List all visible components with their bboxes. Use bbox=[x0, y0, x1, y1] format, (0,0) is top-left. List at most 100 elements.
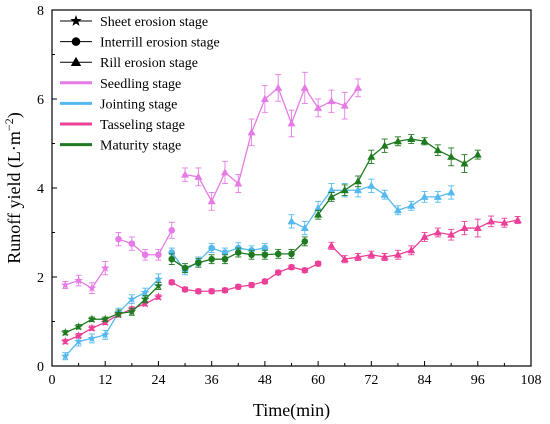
data-point-triangle bbox=[274, 83, 283, 91]
legend-label: Interrill erosion stage bbox=[100, 36, 220, 51]
legend-item: Seedling stage bbox=[60, 77, 181, 92]
data-point-triangle bbox=[407, 246, 416, 254]
data-point-circle bbox=[221, 255, 229, 263]
series-tasseling-stage bbox=[60, 215, 522, 346]
data-point-triangle bbox=[420, 232, 429, 240]
data-point-circle bbox=[274, 269, 282, 276]
data-point-triangle bbox=[487, 217, 496, 225]
data-point-star bbox=[154, 292, 163, 301]
y-tick-label: 2 bbox=[37, 271, 44, 286]
legend-item: Tasseling stage bbox=[60, 118, 185, 133]
data-point-circle bbox=[248, 281, 255, 289]
x-tick-label: 84 bbox=[418, 373, 432, 388]
data-point-triangle bbox=[220, 168, 229, 176]
legend-marker-triangle bbox=[70, 56, 82, 67]
data-point-triangle bbox=[393, 250, 402, 258]
x-tick-label: 48 bbox=[258, 373, 272, 388]
x-tick-label: 72 bbox=[364, 373, 378, 388]
data-point-triangle bbox=[314, 210, 323, 218]
data-point-star bbox=[127, 307, 137, 316]
x-tick-label: 24 bbox=[151, 373, 165, 388]
data-point-triangle bbox=[407, 201, 416, 209]
data-point-triangle bbox=[287, 217, 296, 225]
data-point-circle bbox=[155, 251, 162, 259]
data-point-triangle bbox=[367, 250, 376, 258]
series-line bbox=[171, 263, 319, 292]
data-point-triangle bbox=[354, 83, 363, 91]
x-axis-title: Time(min) bbox=[253, 400, 330, 421]
data-point-triangle bbox=[354, 177, 363, 185]
data-point-circle bbox=[115, 235, 122, 243]
series-line bbox=[317, 138, 479, 216]
data-point-circle bbox=[221, 249, 229, 256]
data-point-star bbox=[87, 333, 97, 343]
data-point-triangle bbox=[314, 203, 323, 211]
data-point-triangle bbox=[260, 94, 269, 102]
data-point-star bbox=[60, 336, 70, 346]
data-point-star bbox=[154, 274, 163, 283]
legend-item: Rill erosion stage bbox=[60, 56, 198, 71]
series-line bbox=[184, 86, 359, 203]
series-jointing-stage bbox=[60, 178, 456, 361]
y-axis-title-close: ) bbox=[4, 112, 25, 118]
data-point-star bbox=[74, 275, 83, 285]
data-point-circle bbox=[128, 240, 136, 247]
data-point-triangle bbox=[473, 223, 482, 231]
data-point-triangle bbox=[327, 186, 336, 194]
data-point-star bbox=[87, 283, 97, 292]
legend-marker-circle bbox=[71, 37, 81, 46]
data-point-triangle bbox=[327, 192, 336, 200]
data-point-star bbox=[114, 308, 123, 318]
legend-label: Maturity stage bbox=[100, 139, 181, 154]
data-point-triangle bbox=[234, 179, 243, 187]
data-point-circle bbox=[288, 263, 295, 271]
data-point-triangle bbox=[433, 145, 442, 154]
data-point-triangle bbox=[340, 255, 349, 263]
x-tick-label: 108 bbox=[521, 373, 542, 388]
data-point-star bbox=[87, 323, 97, 332]
legend-marker-star bbox=[70, 15, 82, 26]
data-point-circle bbox=[208, 255, 215, 263]
data-point-circle bbox=[261, 251, 269, 259]
data-point-triangle bbox=[420, 192, 429, 200]
data-point-triangle bbox=[247, 128, 256, 136]
data-point-star bbox=[60, 351, 70, 360]
data-point-circle bbox=[208, 244, 215, 252]
data-point-triangle bbox=[314, 103, 323, 111]
data-point-star bbox=[140, 294, 150, 303]
series-layer bbox=[60, 71, 522, 361]
data-point-star bbox=[74, 336, 83, 346]
data-point-circle bbox=[301, 267, 309, 274]
data-point-star bbox=[100, 317, 110, 327]
data-point-circle bbox=[168, 255, 176, 263]
y-tick-label: 4 bbox=[37, 182, 44, 197]
data-point-triangle bbox=[460, 159, 469, 167]
data-point-circle bbox=[288, 250, 295, 258]
legend-item: Interrill erosion stage bbox=[60, 36, 220, 51]
x-tick-label: 96 bbox=[471, 373, 485, 388]
data-point-star bbox=[87, 314, 97, 323]
data-point-star bbox=[100, 263, 110, 272]
series-maturity-stage bbox=[60, 134, 482, 337]
data-point-triangle bbox=[433, 228, 442, 236]
data-point-star bbox=[140, 287, 150, 297]
data-point-circle bbox=[314, 260, 322, 267]
data-point-triangle bbox=[393, 137, 402, 145]
x-tick-label: 36 bbox=[205, 373, 219, 388]
data-point-star bbox=[100, 330, 110, 339]
y-tick-label: 6 bbox=[37, 93, 44, 108]
data-point-triangle bbox=[447, 188, 456, 196]
data-point-triangle bbox=[367, 152, 376, 160]
data-point-triangle bbox=[327, 241, 336, 249]
data-point-circle bbox=[234, 249, 242, 256]
x-tick-label: 60 bbox=[311, 373, 325, 388]
legend-label: Tasseling stage bbox=[100, 118, 185, 133]
y-tick-label: 0 bbox=[37, 360, 44, 375]
legend-label: Rill erosion stage bbox=[100, 56, 198, 71]
legend-label: Jointing stage bbox=[100, 97, 177, 112]
data-point-triangle bbox=[380, 141, 389, 149]
data-point-circle bbox=[181, 286, 189, 293]
data-point-circle bbox=[141, 251, 149, 259]
data-point-circle bbox=[221, 287, 229, 294]
